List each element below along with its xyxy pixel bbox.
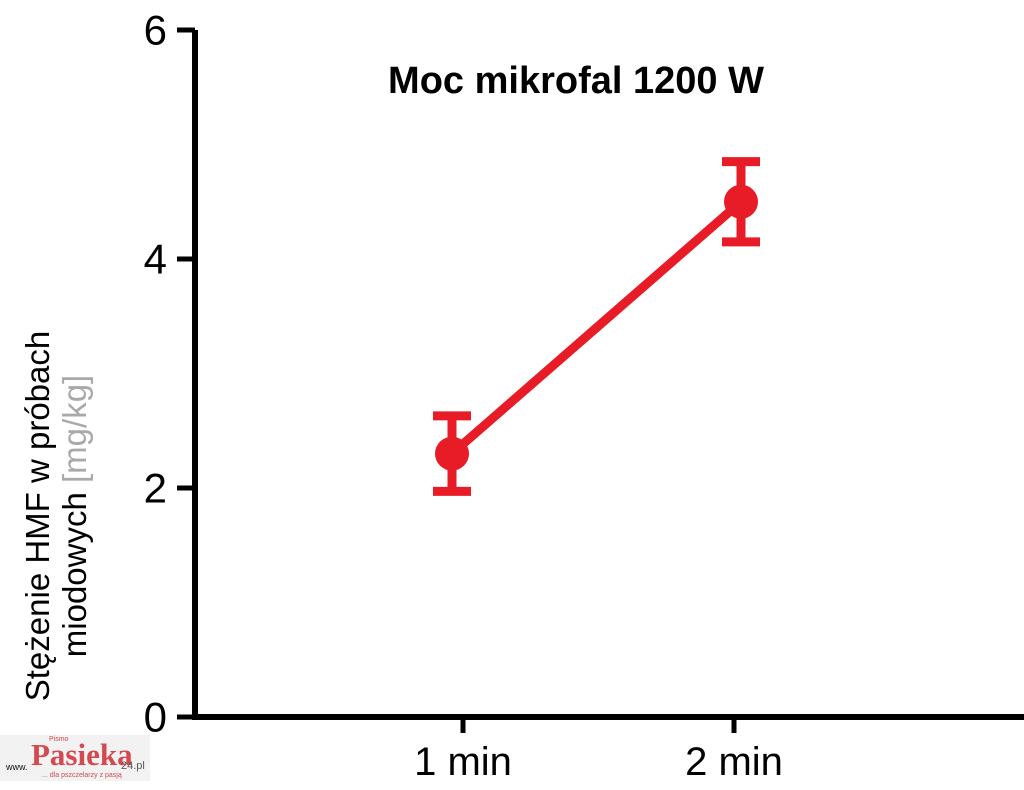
x-tick-label: 1 min	[414, 740, 512, 784]
y-tick-label: 0	[144, 694, 167, 741]
watermark-prefix: www.	[6, 762, 28, 772]
data-point-marker	[724, 184, 758, 219]
watermark-top-label: Pismo	[49, 736, 69, 743]
watermark-suffix: 24.pl	[121, 760, 145, 772]
series-line	[449, 198, 744, 458]
y-tick-label: 2	[144, 465, 167, 512]
data-point-marker	[435, 436, 469, 471]
y-tick-label: 6	[144, 7, 167, 54]
y-axis-label-line2: miodowych	[56, 492, 93, 658]
watermark-tagline: ... dla pszczelarzy z pasją	[42, 772, 122, 779]
chart-title: Moc mikrofal 1200 W	[388, 60, 764, 102]
y-axis-label-line1: Stężenie HMF w próbach	[19, 330, 57, 702]
y-tick-label: 4	[144, 236, 167, 283]
watermark-brand-name: Pasieka	[31, 737, 133, 772]
x-tick-label: 2 min	[685, 740, 783, 784]
y-axis-unit: [mg/kg]	[56, 374, 93, 483]
pasieka-watermark: Pismo www. Pasieka 24.pl ... dla pszczel…	[0, 735, 150, 781]
y-axis-label: Stężenie HMF w próbach miodowych [mg/kg]	[19, 330, 94, 702]
